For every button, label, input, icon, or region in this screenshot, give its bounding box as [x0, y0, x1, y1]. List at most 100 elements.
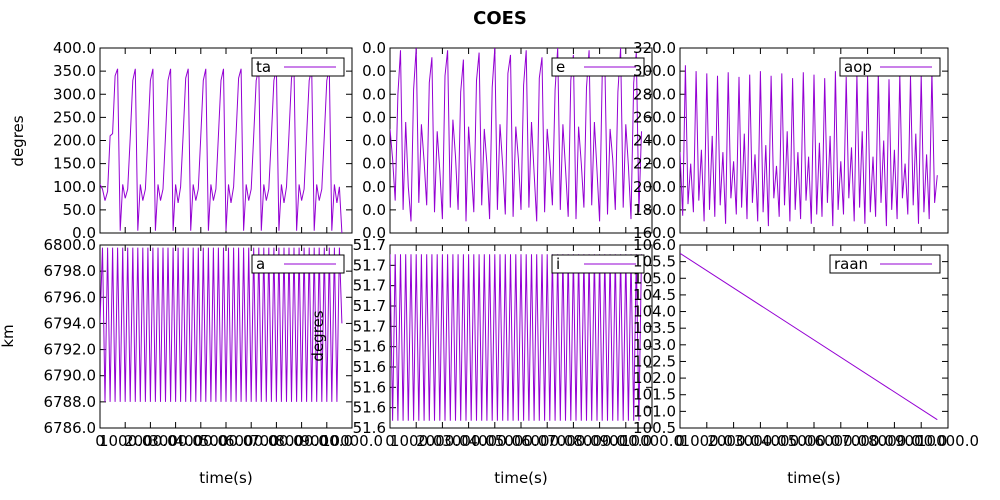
- y-tick-label: 320.0: [633, 39, 676, 57]
- y-tick-label: 0.0: [362, 224, 386, 242]
- x-tick-label: 8000.0: [275, 432, 328, 450]
- x-tick-label: 5000.0: [200, 432, 253, 450]
- legend-label-aop: aop: [844, 58, 872, 76]
- y-tick-label: 6786.0: [44, 419, 97, 437]
- y-tick-label: 51.6: [353, 338, 386, 356]
- y-tick-label: 220.0: [633, 155, 676, 173]
- y-tick-label: 6790.0: [44, 367, 97, 385]
- y-tick-label: 250.0: [53, 108, 96, 126]
- y-tick-label: 200.0: [53, 132, 96, 150]
- series-line-raan: [680, 252, 938, 421]
- x-tick-label: 7000.0: [841, 432, 894, 450]
- y-tick-label: 101.0: [633, 402, 676, 420]
- panel-raan: 100.5101.0101.5102.0102.5103.0103.5104.0…: [633, 236, 979, 487]
- y-tick-label: 350.0: [53, 62, 96, 80]
- y-tick-label: 101.5: [633, 386, 676, 404]
- y-tick-label: 6794.0: [44, 314, 97, 332]
- x-tick-label: 1000.0: [99, 432, 152, 450]
- x-tick-label: 5000.0: [788, 432, 841, 450]
- x-tick-label: 1000.0: [390, 432, 443, 450]
- x-tick-label: 6000.0: [521, 432, 574, 450]
- y-tick-label: 50.0: [63, 201, 96, 219]
- x-tick-label: 9000.0: [600, 432, 653, 450]
- legend-label-i: i: [556, 255, 560, 273]
- y-tick-label: 105.5: [633, 253, 676, 271]
- panel-i: 51.6 51.6 51.6 51.6 51.6 51.7 51.7 51.7 51.7 51.7…: [309, 236, 683, 487]
- y-tick-label: 51.6: [353, 419, 386, 437]
- y-axis-title: degres: [309, 310, 327, 361]
- series-line-i: [390, 254, 642, 421]
- y-tick-label: 0.0: [362, 178, 386, 196]
- y-tick-label: 0.0: [362, 39, 386, 57]
- y-tick-label: 6800.0: [44, 236, 97, 254]
- y-tick-label: 102.5: [633, 352, 676, 370]
- y-tick-label: 51.7: [353, 297, 386, 315]
- x-tick-label: 3000.0: [442, 432, 495, 450]
- series-line-e: [390, 48, 642, 222]
- y-tick-label: 6792.0: [44, 341, 97, 359]
- x-tick-label: 7000.0: [547, 432, 600, 450]
- x-tick-label: 3000.0: [149, 432, 202, 450]
- y-tick-label: 106.0: [633, 236, 676, 254]
- legend-label-e: e: [556, 58, 565, 76]
- x-tick-label: 2000.0: [707, 432, 760, 450]
- y-tick-label: 0.0: [362, 201, 386, 219]
- x-tick-label: 4000.0: [175, 432, 228, 450]
- panel-a: 6786.0 6788.0 6790.0 6792.0 6794.0 6796.0 6798…: [0, 236, 383, 487]
- y-tick-label: 0.0: [362, 108, 386, 126]
- y-tick-label: 100.5: [633, 419, 676, 437]
- chart-panels: 0.0 50.0 100.0 150.0 200.0 250.0 300.0 350.0 400…: [0, 39, 979, 487]
- y-tick-label: 51.7: [353, 236, 386, 254]
- x-tick-label: 1000.0: [681, 432, 734, 450]
- y-tick-label: 51.7: [353, 317, 386, 335]
- legend-label-raan: raan: [834, 255, 868, 273]
- x-axis-title: time(s): [199, 469, 252, 487]
- y-tick-label: 200.0: [633, 178, 676, 196]
- y-tick-label: 51.7: [353, 277, 386, 295]
- panel-aop: 160.0 180.0 200.0 220.0 240.0 260.0 280.0 300.0…: [633, 39, 949, 242]
- y-tick-label: 100.0: [53, 178, 96, 196]
- x-tick-label: 10000.0: [621, 432, 683, 450]
- y-tick-label: 6798.0: [44, 262, 97, 280]
- y-tick-label: 240.0: [633, 132, 676, 150]
- x-tick-label: 10000.0: [321, 432, 383, 450]
- x-tick-label: 7000.0: [250, 432, 303, 450]
- chart-title: COES: [473, 8, 527, 29]
- y-tick-label: 150.0: [53, 155, 96, 173]
- y-tick-label: 300.0: [53, 85, 96, 103]
- y-axis-title: km: [0, 324, 17, 347]
- x-tick-label: 0: [675, 432, 685, 450]
- y-tick-label: 300.0: [633, 62, 676, 80]
- y-tick-label: 51.6: [353, 358, 386, 376]
- x-tick-label: 4000.0: [761, 432, 814, 450]
- y-tick-label: 260.0: [633, 108, 676, 126]
- panel-ta: 0.0 50.0 100.0 150.0 200.0 250.0 300.0 350.0 400…: [9, 39, 353, 242]
- y-tick-label: 105.0: [633, 269, 676, 287]
- y-tick-label: 6788.0: [44, 393, 97, 411]
- y-tick-label: 6796.0: [44, 288, 97, 306]
- y-tick-label: 400.0: [53, 39, 96, 57]
- x-tick-label: 0: [385, 432, 395, 450]
- legend-label-ta: ta: [256, 58, 271, 76]
- x-axis-title: time(s): [787, 469, 840, 487]
- y-tick-label: 0.0: [362, 62, 386, 80]
- y-tick-label: 180.0: [633, 201, 676, 219]
- y-tick-label: 103.0: [633, 336, 676, 354]
- x-tick-label: 6000.0: [225, 432, 278, 450]
- y-tick-label: 0.0: [362, 155, 386, 173]
- y-tick-label: 0.0: [72, 224, 96, 242]
- x-tick-label: 3000.0: [734, 432, 787, 450]
- panel-e: 0.0 0.0 0.0 0.0 0.0 0.0 0.0 0.0 0.0 e: [362, 39, 653, 242]
- x-tick-label: 8000.0: [573, 432, 626, 450]
- y-tick-label: 160.0: [633, 224, 676, 242]
- y-tick-label: 104.0: [633, 303, 676, 321]
- y-tick-label: 51.6: [353, 399, 386, 417]
- x-tick-label: 9000.0: [301, 432, 354, 450]
- y-tick-label: 51.7: [353, 256, 386, 274]
- y-tick-label: 0.0: [362, 132, 386, 150]
- x-tick-label: 2000.0: [124, 432, 177, 450]
- series-line-ta: [100, 68, 343, 233]
- y-axis-title: degres: [9, 115, 27, 166]
